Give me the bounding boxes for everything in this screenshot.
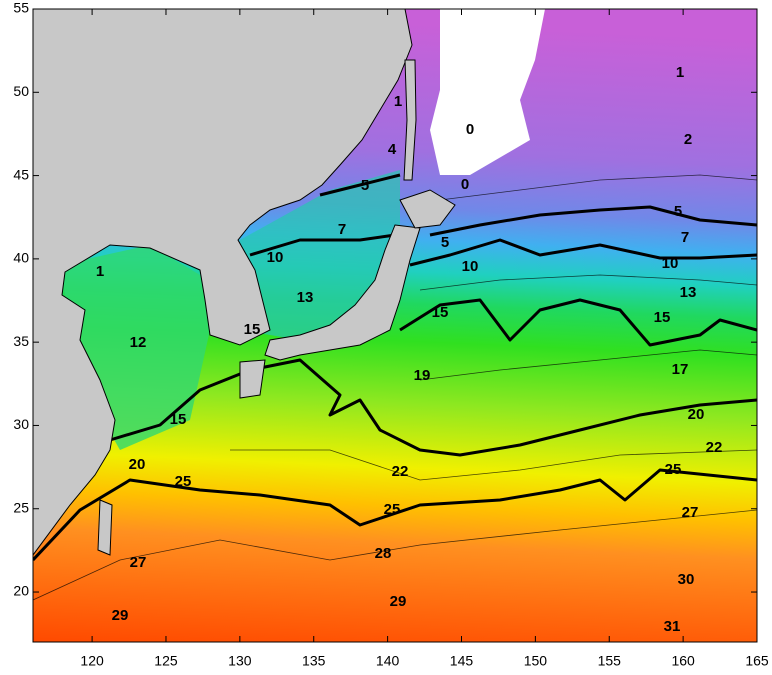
continent	[33, 9, 413, 556]
contour-15	[399, 298, 757, 347]
contour-label: 29	[112, 607, 129, 624]
x-tick-label: 130	[228, 653, 252, 669]
contour-label: 27	[682, 504, 699, 521]
contour-label: 13	[680, 284, 697, 301]
y-tick-label: 25	[13, 499, 29, 515]
y-tick-label: 40	[13, 250, 29, 266]
contour-line	[230, 449, 757, 481]
contour-line	[419, 274, 757, 291]
contour-label: 28	[375, 545, 392, 562]
contour-25	[33, 468, 757, 562]
contour-label: 7	[681, 229, 689, 246]
y-tick-label: 30	[13, 416, 29, 432]
y-tick-label: 20	[13, 583, 29, 599]
x-tick-label: 160	[671, 653, 695, 669]
x-tick-label: 155	[598, 653, 622, 669]
contour-label: 7	[338, 221, 346, 238]
contour-label: 19	[414, 367, 431, 384]
contour-label: 27	[130, 554, 147, 571]
sakhalin	[403, 59, 417, 181]
map-body	[33, 9, 757, 642]
contour-label: 4	[388, 141, 397, 158]
contour-line	[439, 174, 757, 201]
contour-label: 31	[664, 618, 681, 635]
contour-10	[409, 238, 757, 267]
y-tick-label: 50	[13, 83, 29, 99]
sea-of-japan	[240, 170, 400, 340]
y-tick-label: 55	[13, 0, 29, 16]
contour-label: 15	[170, 411, 187, 428]
x-tick-label: 165	[745, 653, 769, 669]
contour-label: 15	[244, 321, 261, 338]
contour-label: 2	[684, 131, 692, 148]
y-tick-label: 45	[13, 166, 29, 182]
ice	[430, 9, 545, 175]
x-tick-label: 120	[80, 653, 104, 669]
contour-label: 12	[130, 334, 147, 351]
x-tick-label: 140	[376, 653, 400, 669]
contour-line	[419, 349, 757, 381]
contour-label: 22	[706, 439, 723, 456]
frame	[32, 8, 758, 643]
contour-label: 15	[432, 304, 449, 321]
contour-label: 25	[175, 473, 192, 490]
contour-label: 0	[466, 121, 474, 138]
contour-label: 30	[678, 571, 695, 588]
contour-label: 25	[665, 461, 682, 478]
contour-label: 5	[441, 234, 449, 251]
kyushu	[239, 359, 266, 399]
honshu	[264, 224, 421, 361]
contour-label: 10	[662, 255, 679, 272]
hokkaido	[399, 189, 456, 229]
x-tick-label: 125	[154, 653, 178, 669]
x-tick-label: 145	[450, 653, 474, 669]
contour-label: 1	[96, 263, 104, 280]
x-tick-label: 135	[302, 653, 326, 669]
contour-label: 15	[654, 309, 671, 326]
contour-5	[319, 173, 401, 197]
contour-20	[109, 358, 757, 457]
contour-label: 5	[361, 177, 369, 194]
contour-label: 20	[129, 456, 146, 473]
contour-label: 25	[384, 501, 401, 518]
contour-label: 0	[461, 176, 469, 193]
contour-label: 29	[390, 593, 407, 610]
contour-5	[429, 205, 757, 237]
contour-label: 10	[462, 258, 479, 275]
taiwan	[97, 499, 113, 556]
contour-label: 13	[297, 289, 314, 306]
contour-label: 10	[267, 249, 284, 266]
contour-label: 1	[676, 64, 684, 81]
x-tick-label: 150	[524, 653, 548, 669]
y-tick-label: 35	[13, 333, 29, 349]
contour-label: 22	[392, 463, 409, 480]
contour-label: 5	[674, 203, 682, 220]
contour-label: 17	[672, 361, 689, 378]
contour-label: 1	[394, 93, 402, 110]
contour-label: 20	[688, 406, 705, 423]
contour-10	[249, 233, 396, 257]
contour-line	[33, 509, 757, 601]
